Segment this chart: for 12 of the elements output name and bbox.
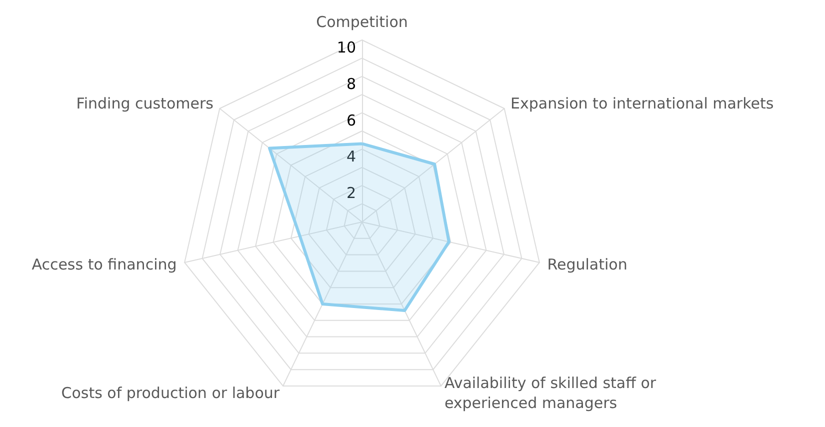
spoke-label: Competition	[316, 13, 408, 31]
y-tick-label: 2	[346, 184, 356, 202]
spoke-label: Availability of skilled staff or experienced managers	[444, 374, 657, 412]
y-tick-label: 6	[346, 111, 356, 130]
spoke-label: Expansion to international markets	[510, 94, 774, 113]
y-tick-label: 10	[336, 38, 356, 56]
y-tick-label: 4	[346, 148, 356, 166]
spoke-label: Regulation	[547, 255, 628, 274]
y-tick-label: 8	[346, 74, 356, 93]
spoke-label: Access to financing	[32, 255, 177, 274]
spoke-label: Costs of production or labour	[61, 384, 280, 402]
spoke-label: Finding customers	[76, 94, 214, 113]
